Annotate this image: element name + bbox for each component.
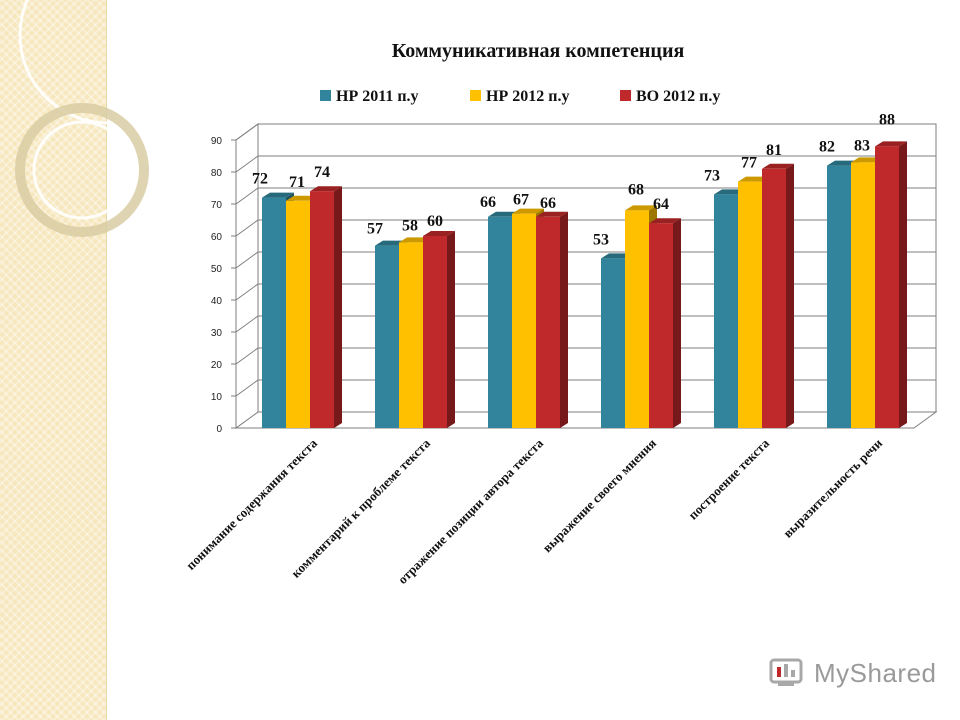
plot-back-wall — [257, 123, 937, 413]
y-tick-label: 90 — [211, 136, 223, 147]
bar-side — [786, 163, 794, 429]
bar — [536, 216, 560, 428]
y-tick-label: 80 — [211, 168, 223, 179]
data-label: 57 — [367, 221, 383, 238]
x-tick-label: выражение своего мнения — [539, 436, 659, 556]
bar — [375, 245, 399, 428]
data-label: 67 — [513, 192, 529, 209]
legend-swatch — [620, 90, 631, 101]
bar-top — [649, 218, 681, 224]
bar — [762, 168, 786, 429]
data-label: 82 — [819, 139, 835, 156]
bar — [851, 162, 875, 428]
bar-top — [423, 231, 455, 236]
bar-top — [512, 208, 544, 214]
bar — [827, 165, 851, 428]
data-label: 68 — [628, 181, 644, 198]
bar — [488, 216, 512, 428]
y-tick-label: 50 — [211, 264, 223, 275]
bar — [601, 258, 625, 428]
y-tick-label: 60 — [211, 232, 223, 243]
data-label: 88 — [879, 111, 895, 128]
legend-label: НР 2011 п.у — [336, 88, 419, 105]
legend-label: ВО 2012 п.у — [636, 88, 720, 105]
bar — [649, 223, 673, 428]
bar-top — [762, 163, 794, 169]
bar-top — [262, 192, 294, 198]
bar — [262, 197, 286, 428]
y-tick-label: 30 — [211, 328, 223, 339]
bar-top — [625, 205, 657, 211]
data-label: 74 — [314, 164, 330, 181]
bar — [399, 242, 423, 428]
gridline — [235, 123, 936, 141]
gridline — [235, 187, 936, 205]
data-label: 58 — [402, 217, 418, 234]
bar — [625, 210, 649, 428]
chart-title: Коммуникативная компетенция — [391, 40, 685, 62]
bar — [738, 181, 762, 428]
data-label: 64 — [653, 196, 669, 213]
bar-side — [899, 141, 907, 428]
y-tick-label: 10 — [211, 392, 223, 403]
bar-side — [673, 218, 681, 428]
x-tick-label: построение текста — [685, 435, 772, 522]
data-label: 60 — [427, 213, 443, 230]
gridline — [235, 155, 936, 173]
bar — [512, 213, 536, 428]
gridline — [235, 379, 936, 397]
decorative-rings — [15, 0, 198, 237]
legend-label: НР 2012 п.у — [486, 88, 569, 105]
gridline — [235, 283, 936, 301]
legend-swatch — [470, 90, 481, 101]
y-tick-label: 0 — [216, 424, 222, 435]
y-tick-label: 40 — [211, 296, 223, 307]
presentation-icon — [769, 658, 803, 686]
bar-top — [875, 141, 907, 147]
bar — [423, 236, 447, 428]
data-label: 77 — [741, 155, 757, 172]
data-label: 66 — [480, 194, 496, 211]
y-tick-label: 70 — [211, 200, 223, 211]
data-label: 71 — [289, 174, 305, 191]
gridline — [235, 315, 936, 333]
bar-side — [560, 211, 568, 428]
y-tick-label: 20 — [211, 360, 223, 371]
bar — [714, 194, 738, 428]
watermark: MyShared — [768, 655, 937, 691]
x-tick-label: понимание содержания текста — [183, 435, 321, 573]
gridline — [235, 251, 936, 269]
bar-top — [536, 211, 568, 217]
legend-swatch — [320, 90, 331, 101]
watermark-text: MyShared — [814, 657, 937, 688]
bar — [286, 200, 310, 428]
data-label: 72 — [252, 171, 268, 188]
data-label: 66 — [540, 195, 556, 212]
x-tick-label: выразительность речи — [780, 435, 886, 541]
data-label: 73 — [704, 167, 720, 184]
data-label: 83 — [854, 137, 870, 154]
bar — [310, 191, 334, 428]
bar-top — [310, 186, 342, 192]
bar-side — [447, 231, 455, 428]
data-label: 53 — [593, 231, 609, 248]
bar-side — [334, 186, 342, 428]
data-label: 81 — [766, 142, 782, 159]
bar — [875, 146, 899, 428]
gridline — [235, 219, 936, 237]
gridline — [235, 347, 936, 365]
